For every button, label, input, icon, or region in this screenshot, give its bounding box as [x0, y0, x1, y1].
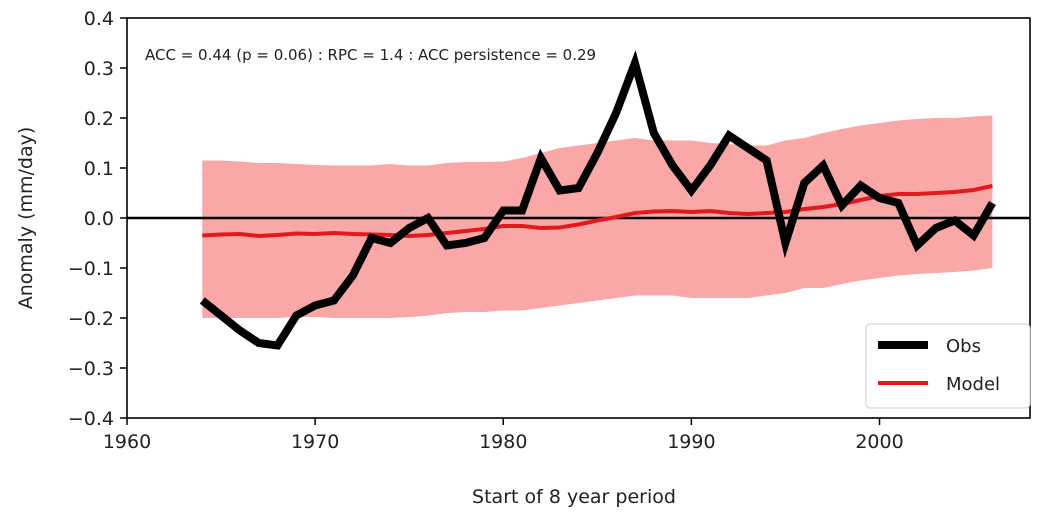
y-tick-label: 0.3 [84, 58, 114, 80]
ticks-layer: 1960 1970 1980 1990 2000 −0.4 −0.3 −0.2 −0.1 0.0 0… [68, 8, 904, 453]
x-tick-label: 1990 [667, 431, 715, 453]
x-tick-label: 1980 [479, 431, 527, 453]
series-line-obs [199, 49, 996, 350]
y-tick-label: 0.4 [84, 8, 114, 30]
legend-label-model: Model [946, 374, 1000, 395]
x-axis-label: Start of 8 year period [472, 486, 676, 508]
y-axis-label: Anomaly (mm/day) [15, 127, 37, 310]
y-tick-label: −0.2 [68, 308, 114, 330]
y-tick-label: 0.1 [84, 158, 114, 180]
x-tick-label: 2000 [855, 431, 903, 453]
legend-label-obs: Obs [946, 336, 981, 357]
chart-annotation: ACC = 0.44 (p = 0.06) : RPC = 1.4 : ACC … [145, 46, 596, 64]
y-tick-label: −0.4 [68, 408, 114, 430]
y-tick-label: 0.0 [84, 208, 114, 230]
series-layer [199, 49, 996, 350]
y-tick-label: 0.2 [84, 108, 114, 130]
x-tick-label: 1960 [103, 431, 151, 453]
legend: Obs Model [865, 323, 1031, 409]
x-tick-label: 1970 [291, 431, 339, 453]
y-tick-label: −0.3 [68, 358, 114, 380]
y-tick-label: −0.1 [68, 258, 114, 280]
series-line-model [202, 184, 993, 239]
